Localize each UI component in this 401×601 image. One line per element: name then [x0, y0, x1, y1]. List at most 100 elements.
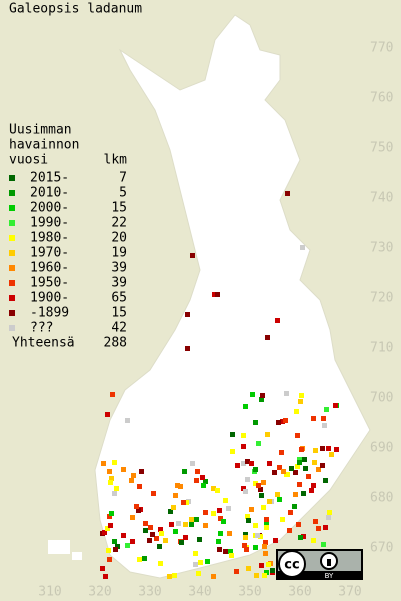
observation-dot: [131, 473, 136, 478]
observation-dot: [197, 537, 202, 542]
observation-dot: [316, 526, 321, 531]
observation-dot: [312, 460, 317, 465]
observation-dot: [241, 444, 246, 449]
observation-dot: [280, 517, 285, 522]
observation-dot: [256, 483, 261, 488]
observation-dot: [151, 491, 156, 496]
aland-islands: [48, 540, 82, 560]
observation-dot: [277, 497, 282, 502]
observation-dot: [228, 549, 233, 554]
observation-dot: [270, 568, 275, 573]
observation-dot: [182, 469, 187, 474]
observation-dot: [253, 481, 258, 486]
observation-dot: [241, 433, 246, 438]
observation-dot: [173, 529, 178, 534]
observation-dot: [125, 418, 130, 423]
legend-swatch: [9, 250, 15, 256]
observation-dot: [333, 403, 338, 408]
observation-dot: [215, 488, 220, 493]
observation-dot: [193, 562, 198, 567]
x-grid-label: 340: [188, 585, 211, 600]
legend-swatch: [9, 205, 15, 211]
observation-dot: [121, 533, 126, 538]
observation-dot: [253, 523, 258, 528]
cc-circle: [278, 550, 306, 578]
x-grid-label: 360: [288, 585, 311, 600]
legend-swatch: [9, 220, 15, 226]
observation-dot: [301, 534, 306, 539]
observation-dot: [205, 559, 210, 564]
y-grid-label: 700: [370, 391, 393, 406]
observation-dot: [296, 522, 301, 527]
observation-dot: [148, 525, 153, 530]
observation-dot: [253, 467, 258, 472]
observation-dot: [242, 543, 247, 548]
observation-dot: [171, 505, 176, 510]
legend-swatch: [9, 235, 15, 241]
observation-dot: [226, 506, 231, 511]
y-grid-label: 770: [370, 41, 393, 56]
legend-label: 1980-: [30, 231, 69, 246]
observation-dot: [227, 531, 232, 536]
x-grid-label: 310: [38, 585, 61, 600]
observation-dot: [169, 522, 174, 527]
observation-dot: [297, 460, 302, 465]
observation-dot: [245, 514, 250, 519]
y-grid-label: 730: [370, 241, 393, 256]
legend-swatch: [9, 190, 15, 196]
observation-dot: [218, 516, 223, 521]
observation-dot: [309, 488, 314, 493]
observation-dot: [303, 466, 308, 471]
observation-dot: [288, 510, 293, 515]
observation-dot: [292, 504, 297, 509]
legend-swatch: [9, 175, 15, 181]
observation-dot: [295, 433, 300, 438]
observation-dot: [284, 391, 289, 396]
observation-dot: [243, 532, 248, 537]
observation-dot: [285, 191, 290, 196]
observation-dot: [299, 393, 304, 398]
legend-swatch: [9, 325, 15, 331]
legend-count: 39: [111, 261, 127, 276]
observation-dot: [253, 545, 258, 550]
observation-dot: [167, 574, 172, 579]
observation-dot: [137, 484, 142, 489]
observation-dot: [263, 551, 268, 556]
observation-dot: [324, 407, 329, 412]
observation-dot: [112, 460, 117, 465]
observation-dot: [306, 474, 311, 479]
observation-dot: [313, 448, 318, 453]
observation-dot: [163, 538, 168, 543]
observation-dot: [327, 510, 332, 515]
observation-dot: [179, 540, 184, 545]
observation-dot: [183, 535, 188, 540]
observation-dot: [105, 412, 110, 417]
island: [72, 552, 82, 560]
observation-dot: [134, 504, 139, 509]
observation-dot: [267, 461, 272, 466]
observation-dot: [256, 441, 261, 446]
legend-label: 1950-: [30, 276, 69, 291]
observation-dot: [243, 489, 248, 494]
observation-dot: [230, 432, 235, 437]
legend-count: 20: [111, 231, 127, 246]
observation-dot: [264, 517, 269, 522]
observation-dot: [198, 560, 203, 565]
observation-dot: [130, 539, 135, 544]
observation-dot: [263, 540, 268, 545]
y-grid-label: 680: [370, 491, 393, 506]
observation-dot: [189, 522, 194, 527]
observation-dot: [323, 478, 328, 483]
legend-heading: vuosi: [9, 153, 48, 168]
observation-dot: [112, 491, 117, 496]
observation-dot: [293, 492, 298, 497]
legend-label: 2000-: [30, 201, 69, 216]
observation-dot: [216, 539, 221, 544]
island: [48, 540, 70, 554]
observation-dot: [196, 571, 201, 576]
by-icon-body: [327, 559, 331, 566]
observation-dot: [130, 515, 135, 520]
